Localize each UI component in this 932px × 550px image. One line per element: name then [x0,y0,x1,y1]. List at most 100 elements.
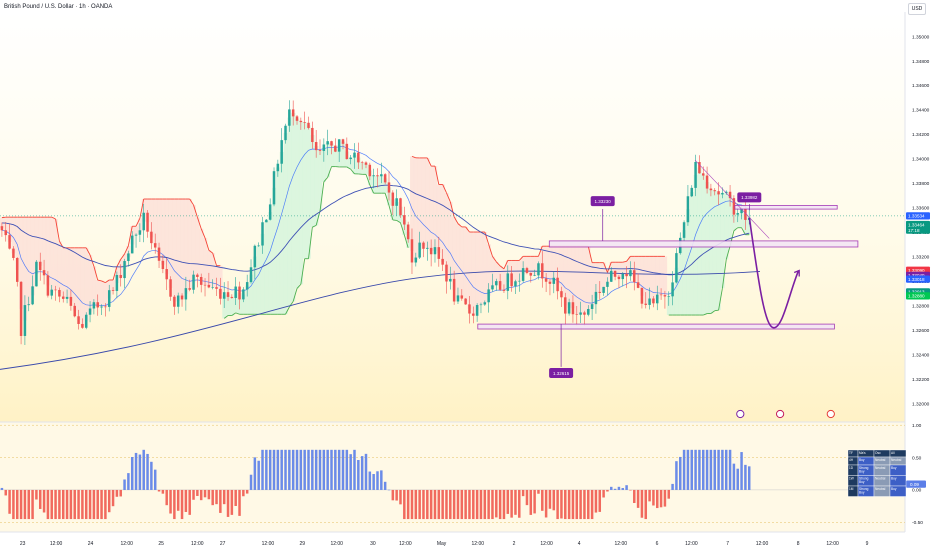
candle-body [61,296,65,299]
oscillator-bar [414,489,418,520]
oscillator-bar [387,489,391,491]
candle-body [399,198,402,216]
supertrend-line-segment [442,184,447,194]
candle-body [35,261,38,287]
supertrend-fill-up [329,143,334,167]
oscillator-bar [50,489,53,520]
candle-body [445,264,448,282]
ratings-table-text: Strong [859,476,869,480]
supertrend-line-segment [465,226,470,233]
candle-body [617,276,621,280]
supertrend-fill-up [682,230,687,316]
supertrend-line-segment [292,288,298,302]
candle-body [495,281,498,286]
supertrend-fill-down [45,217,51,286]
time-axis-label: 12:00 [399,541,412,547]
supertrend-fill-down [153,199,158,246]
supertrend-fill-up [678,245,683,316]
candle-body [544,278,548,282]
supertrend-line-segment [518,256,524,261]
candle-body [257,245,260,247]
oscillator-bar [594,489,598,513]
candle-body [115,274,119,291]
candle-body [69,296,73,306]
candle-body [724,191,728,193]
oscillator-bar [740,452,743,490]
oscillator-bar [456,489,460,520]
oscillator-bar [602,489,605,498]
oscillator-bar [625,485,628,490]
oscillator-bar [119,489,122,497]
candle-body [165,269,168,280]
candle-body [199,277,203,285]
candle-body [387,182,391,193]
candle-body [403,215,406,225]
ratings-table-text: Neutral [875,466,886,470]
oscillator-bar [54,489,57,520]
supertrend-fill-up [279,151,284,315]
supertrend-fill-up [283,132,288,315]
supertrend-fill-down [57,241,62,294]
candle-body [349,157,352,160]
supertrend-fill-down [440,184,445,262]
oscillator-bar [533,489,536,514]
supertrend-fill-up [686,209,691,316]
candle-body [54,289,57,291]
oscillator-bar [8,489,11,514]
candle-body [130,235,134,254]
oscillator-bar [360,456,364,490]
ratings-table-text: Buy [859,470,865,474]
supertrend-fill-down [38,217,43,266]
oscillator-bar [744,464,747,490]
candle-body [161,260,165,270]
supertrend-line-segment [587,246,593,263]
supertrend-fill-up [318,150,323,212]
candle-body [414,257,418,263]
supertrend-fill-down [586,246,591,312]
supertrend-fill-down [640,256,645,296]
supertrend-fill-down [206,250,212,287]
oscillator-bar [61,489,65,520]
price-tag-label: 1.32880 [908,294,925,299]
oscillator-bar [525,489,529,506]
supertrend-line-segment [449,201,455,217]
oscillator-bar [403,489,406,520]
candle-body [318,150,322,151]
price-callout-label: 1.33230 [595,199,612,204]
supertrend-fill-down [594,262,599,299]
supertrend-fill-down [95,280,100,305]
candle-body [261,222,264,246]
oscillator-bar [180,489,184,520]
economic-event-icon [826,409,835,419]
candle-body [245,282,249,290]
supertrend-fill-down [76,247,81,321]
supertrend-line-segment [714,309,719,312]
oscillator-bar [69,489,73,520]
ratings-table-text: 4H [849,458,854,462]
oscillator-bar [460,489,464,520]
candle-body [12,248,15,258]
oscillator-bar [222,489,226,505]
supertrend-fill-down [590,262,595,307]
candle-body [253,245,257,268]
price-tag-label: 1.33090 [908,268,925,273]
oscillator-bar [464,489,467,520]
candle-body [575,314,579,315]
candle-body [506,273,510,291]
currency-button[interactable]: USD [908,3,926,15]
supertrend-line-segment [312,224,317,228]
supertrend-line-segment [315,211,321,226]
candle-body [272,171,276,205]
candle-body [418,242,421,258]
candle-body [19,281,23,336]
supertrend-fill-down [65,247,70,298]
supertrend-fill-down [429,166,434,252]
oscillator-bar [372,474,375,490]
supertrend-line-segment [116,259,122,267]
supertrend-line-segment [411,155,416,159]
candle-body [541,263,544,279]
oscillator-bar [579,489,582,520]
time-axis-label: 29 [300,541,306,547]
oscillator-bar [146,453,149,490]
